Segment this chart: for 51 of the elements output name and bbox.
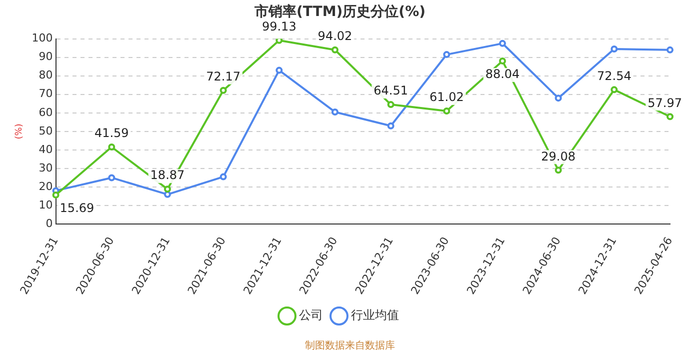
data-label: 72.17: [206, 69, 240, 84]
data-label: 64.51: [374, 84, 408, 98]
y-tick-label: 70: [38, 87, 53, 100]
point: [554, 94, 562, 102]
point: [610, 45, 618, 52]
data-label: 61.02: [429, 90, 464, 104]
y-tick-label: 50: [38, 124, 53, 138]
point: [498, 57, 506, 64]
point: [108, 174, 116, 182]
y-axis-title: (%): [14, 124, 25, 140]
y-tick-label: 100: [32, 32, 53, 45]
data-label: 99.13: [262, 20, 296, 34]
point: [108, 144, 116, 150]
data-label: 94.02: [318, 29, 352, 43]
point: [443, 51, 450, 58]
point: [276, 38, 283, 44]
point: [52, 191, 60, 198]
point: [164, 186, 171, 193]
data-label: 41.59: [94, 126, 129, 140]
point: [331, 46, 338, 54]
y-tick-label: 40: [38, 142, 53, 156]
point: [164, 190, 171, 198]
point: [387, 122, 394, 130]
y-tick-label: 60: [38, 106, 53, 119]
data-label: 15.69: [60, 201, 94, 216]
y-tick-label: 10: [38, 198, 53, 212]
legend-label: 行业均值: [351, 308, 399, 322]
point: [387, 101, 394, 108]
y-tick-label: 80: [38, 68, 53, 82]
point: [666, 113, 674, 120]
point: [443, 108, 450, 115]
y-tick-label: 0: [46, 216, 53, 230]
point: [666, 46, 674, 54]
point: [554, 166, 562, 174]
point: [276, 66, 283, 74]
y-tick-label: 20: [38, 180, 53, 193]
point: [220, 173, 227, 180]
y-tick-label: 30: [38, 161, 53, 174]
data-label: 72.54: [596, 68, 632, 83]
y-tick-label: 90: [38, 50, 53, 64]
text: 制图数据来自数据库: [305, 340, 395, 350]
data-label: 57.97: [648, 96, 682, 110]
legend-label: 公司: [299, 308, 323, 322]
point: [331, 108, 338, 116]
point: [498, 40, 506, 47]
data-label: 18.87: [150, 168, 185, 182]
chart-title: 市销率(TTM)历史分位(%): [254, 3, 426, 20]
point: [610, 86, 618, 94]
point: [220, 86, 227, 94]
data-label: 88.04: [485, 67, 520, 82]
data-label: 29.08: [541, 149, 576, 164]
